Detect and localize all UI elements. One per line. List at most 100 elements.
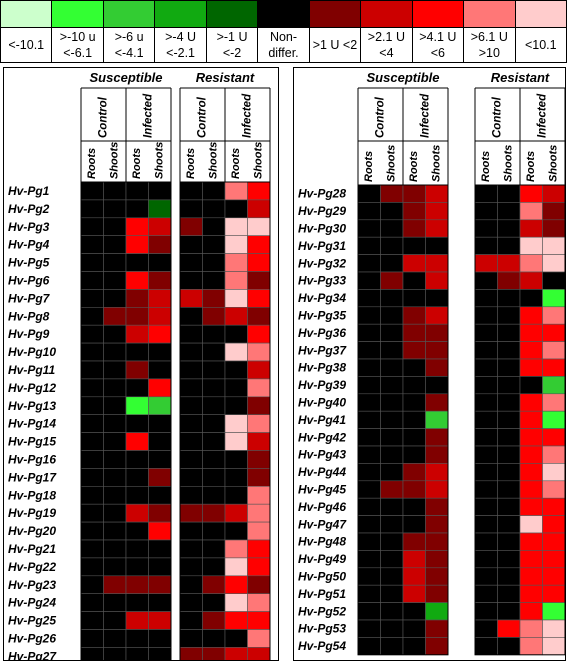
legend-swatch (308, 0, 362, 28)
heatmap-cell (402, 619, 426, 638)
heatmap-cell (125, 521, 149, 541)
gene-label: Hv-Pg25 (8, 614, 56, 628)
legend-label-row: <-10.1 >-10 u <-6.1 >-6 u <-4.1 >-4 U <-2.1… (0, 27, 567, 63)
gene-label: Hv-Pg50 (298, 570, 346, 584)
heatmap-cell (103, 611, 127, 630)
heatmap-cell (402, 219, 426, 238)
heatmap-cell (474, 376, 498, 395)
heatmap-cell (425, 289, 449, 308)
heatmap-cell (148, 503, 172, 523)
heatmap-cell (380, 202, 404, 221)
heatmap-cell (125, 557, 149, 577)
gene-label: Hv-Pg43 (298, 448, 346, 462)
heatmap-cell (103, 181, 127, 201)
heatmap-cell (202, 468, 226, 487)
heatmap-cell (542, 497, 566, 516)
heatmap-cell (380, 184, 404, 203)
heatmap-cell (247, 235, 271, 254)
tissue-label-shoots: Shoots (154, 142, 166, 179)
heatmap-cell (402, 254, 426, 273)
heatmap-cell (103, 324, 127, 344)
heatmap-cell (202, 575, 226, 594)
heatmap-cell (474, 532, 498, 551)
legend-label: >1 U <2 (308, 27, 362, 63)
heatmap-cell (179, 360, 203, 380)
heatmap-cell (357, 602, 381, 621)
legend-swatch (205, 0, 259, 28)
heatmap-cell (247, 485, 271, 505)
heatmap-cell (519, 428, 543, 447)
heatmap-cell (224, 432, 248, 451)
heatmap-cell (224, 396, 248, 415)
heatmap-cell (380, 393, 404, 412)
heatmap-cell (357, 271, 381, 290)
heatmap-cell (125, 414, 149, 433)
heatmap-cell (474, 323, 498, 342)
group-title-resistant: Resistant (196, 70, 255, 85)
legend-label: >6.1 U >10 (463, 27, 516, 63)
heatmap-cell (179, 253, 203, 272)
heatmap-cell (542, 445, 566, 464)
heatmap-grid-border (357, 184, 449, 656)
heatmap-cell (425, 463, 449, 482)
heatmap-cell (425, 445, 449, 464)
heatmap-cell (425, 306, 449, 325)
gene-label: Hv-Pg41 (298, 413, 346, 427)
heatmap-cell (402, 184, 426, 203)
heatmap-cell (148, 199, 172, 219)
heatmap-cell (148, 611, 172, 630)
heatmap-cell (247, 324, 271, 344)
heatmap-cell (519, 289, 543, 308)
heatmap-cell (148, 557, 172, 577)
heatmap-cell (380, 445, 404, 464)
heatmap-cell (542, 202, 566, 221)
heatmap-cell (179, 468, 203, 487)
heatmap-cell (103, 217, 127, 237)
heatmap-cell (380, 289, 404, 308)
heatmap-cell (402, 463, 426, 482)
heatmap-cell (179, 539, 203, 559)
heatmap-cell (80, 557, 104, 577)
heatmap-cell (542, 428, 566, 447)
heatmap-cell (497, 184, 521, 203)
heatmap-cell (474, 428, 498, 447)
heatmap-cell (542, 236, 566, 255)
heatmap-cell (179, 342, 203, 362)
heatmap-cell (148, 629, 172, 648)
heatmap-cell (202, 307, 226, 326)
heatmap-cell (497, 584, 521, 603)
heatmap-cell (103, 575, 127, 594)
heatmap-cell (247, 378, 271, 398)
condition-label-control: Control (375, 96, 387, 138)
heatmap-cell (497, 306, 521, 325)
heatmap-cell (224, 271, 248, 290)
gene-label: Hv-Pg47 (298, 517, 347, 531)
heatmap-cell (380, 254, 404, 273)
legend: <-10.1 >-10 u <-6.1 >-6 u <-4.1 >-4 U <-2.1… (0, 0, 567, 63)
heatmap-cell (247, 271, 271, 290)
heatmap-cell (497, 202, 521, 221)
heatmap-cell (125, 575, 149, 594)
heatmap-cell (357, 254, 381, 273)
heatmap-cell (179, 396, 203, 415)
heatmap-cell (542, 306, 566, 325)
heatmap-cell (357, 393, 381, 412)
heatmap-cell (247, 360, 271, 380)
heatmap-cell (402, 550, 426, 569)
heatmap-cell (103, 253, 127, 272)
heatmap-cell (148, 450, 172, 469)
heatmap-cell (402, 410, 426, 429)
heatmap-cell (474, 219, 498, 238)
heatmap-cell (357, 184, 381, 203)
tissue-label-roots: Roots (131, 148, 143, 179)
heatmap-cell (103, 289, 127, 308)
heatmap-cell (357, 410, 381, 429)
heatmap-cell (125, 647, 149, 665)
heatmap-cell (497, 358, 521, 377)
heatmap-cell (402, 323, 426, 342)
heatmap-cell (542, 567, 566, 586)
heatmap-cell (402, 376, 426, 395)
heatmap-cell (179, 521, 203, 541)
heatmap-cell (202, 324, 226, 344)
gene-label: Hv-Pg7 (8, 291, 51, 305)
